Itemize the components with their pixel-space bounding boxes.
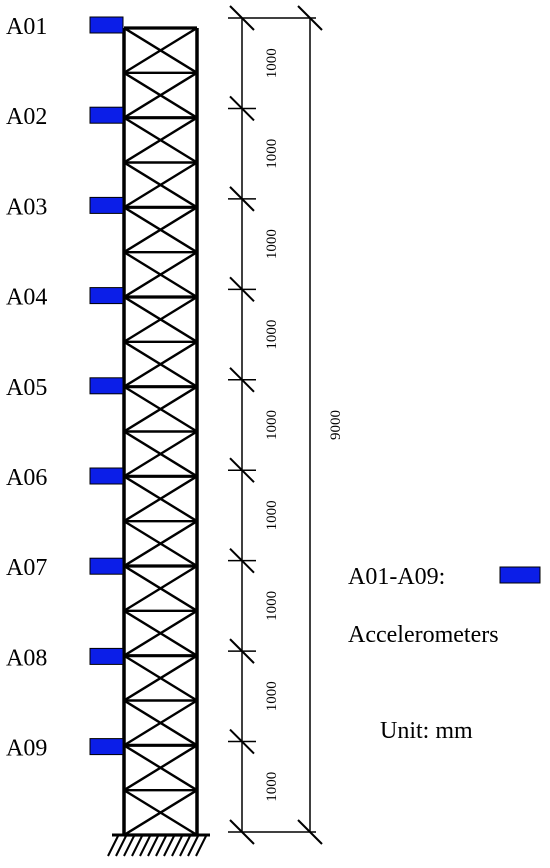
- tick-mark: [229, 5, 255, 31]
- accelerometer-marker: [89, 557, 124, 575]
- segment-dimension-label: 1000: [264, 48, 280, 78]
- truss-brace: [123, 789, 198, 837]
- sensor-label: A03: [6, 194, 47, 220]
- truss-brace: [123, 251, 198, 299]
- legend-sensor-swatch: [499, 566, 541, 584]
- ground-hatch: [179, 835, 191, 857]
- unit-label: Unit: mm: [380, 718, 473, 744]
- truss-brace: [123, 340, 198, 388]
- segment-dimension-label: 1000: [264, 591, 280, 621]
- accelerometer-marker: [89, 377, 124, 395]
- accelerometer-marker: [89, 196, 124, 214]
- ground-hatch: [147, 835, 159, 857]
- ground-hatch: [195, 835, 207, 857]
- accelerometer-marker: [89, 287, 124, 305]
- tick-mark: [229, 367, 255, 393]
- sensor-label: A09: [6, 736, 47, 762]
- segment-dimension-label: 1000: [264, 681, 280, 711]
- truss-brace: [123, 654, 198, 702]
- sensor-label: A06: [6, 465, 47, 491]
- sensor-label: A04: [6, 285, 47, 311]
- tick-mark: [229, 638, 255, 664]
- truss-brace: [123, 116, 198, 164]
- truss-brace: [123, 744, 198, 792]
- accelerometer-marker: [89, 738, 124, 756]
- segment-dimension-label: 1000: [264, 500, 280, 530]
- truss-brace: [123, 609, 198, 657]
- segment-dimension-label: 1000: [264, 320, 280, 350]
- accelerometer-marker: [89, 647, 124, 665]
- segment-dimension-label: 1000: [264, 410, 280, 440]
- accelerometer-marker: [89, 106, 124, 124]
- legend-range-label: A01-A09:: [348, 564, 445, 590]
- segment-dimension-label: 1000: [264, 229, 280, 259]
- ground-hatch: [123, 835, 135, 857]
- truss-brace: [123, 475, 198, 523]
- truss-brace: [123, 26, 198, 74]
- truss-brace: [123, 564, 198, 612]
- tick-mark: [229, 457, 255, 483]
- sensor-label: A07: [6, 555, 47, 581]
- ground-support-hatch: [107, 833, 210, 857]
- tick-mark: [297, 5, 323, 31]
- dimension-lines: 1000 1000 1000 1000 1000 1000 1000 1000 1000 9000: [228, 5, 344, 845]
- tick-mark: [229, 186, 255, 212]
- segment-dimension-label: 1000: [264, 772, 280, 802]
- ground-hatch: [131, 835, 143, 857]
- sensor-label: A08: [6, 645, 47, 671]
- tick-mark: [229, 95, 255, 122]
- total-dimension-label: 9000: [328, 410, 344, 440]
- accelerometer-marker: [89, 467, 124, 485]
- ground-hatch: [155, 835, 167, 857]
- accelerometer-marker: [89, 16, 124, 34]
- tick-mark: [229, 547, 255, 574]
- truss-brace: [123, 161, 198, 209]
- truss-brace: [123, 430, 198, 478]
- truss-brace: [123, 71, 198, 119]
- tick-mark: [229, 819, 255, 845]
- truss-brace: [123, 699, 198, 747]
- truss-brace: [123, 385, 198, 433]
- segment-dimension-label: 1000: [264, 139, 280, 169]
- legend: A01-A09: Accelerometers Unit: mm: [348, 564, 541, 744]
- ground-hatch: [139, 835, 151, 857]
- legend-description: Accelerometers: [348, 622, 499, 648]
- ground-hatch: [163, 835, 175, 857]
- tick-mark: [229, 276, 255, 303]
- ground-hatch: [171, 835, 183, 857]
- ground-hatch: [107, 835, 119, 857]
- truss-brace: [123, 206, 198, 254]
- sensor-label: A01: [6, 14, 47, 40]
- accelerometer-markers: A01 A02 A03 A04 A05 A06 A07 A08 A09: [6, 14, 124, 762]
- truss-brace: [123, 295, 198, 343]
- sensor-label: A05: [6, 375, 47, 401]
- truss-brace: [123, 520, 198, 568]
- ground-hatch: [187, 835, 199, 857]
- tick-mark: [229, 728, 255, 755]
- tick-mark: [297, 819, 323, 845]
- truss-tower: [122, 26, 199, 837]
- sensor-label: A02: [6, 104, 47, 130]
- ground-hatch: [115, 835, 127, 857]
